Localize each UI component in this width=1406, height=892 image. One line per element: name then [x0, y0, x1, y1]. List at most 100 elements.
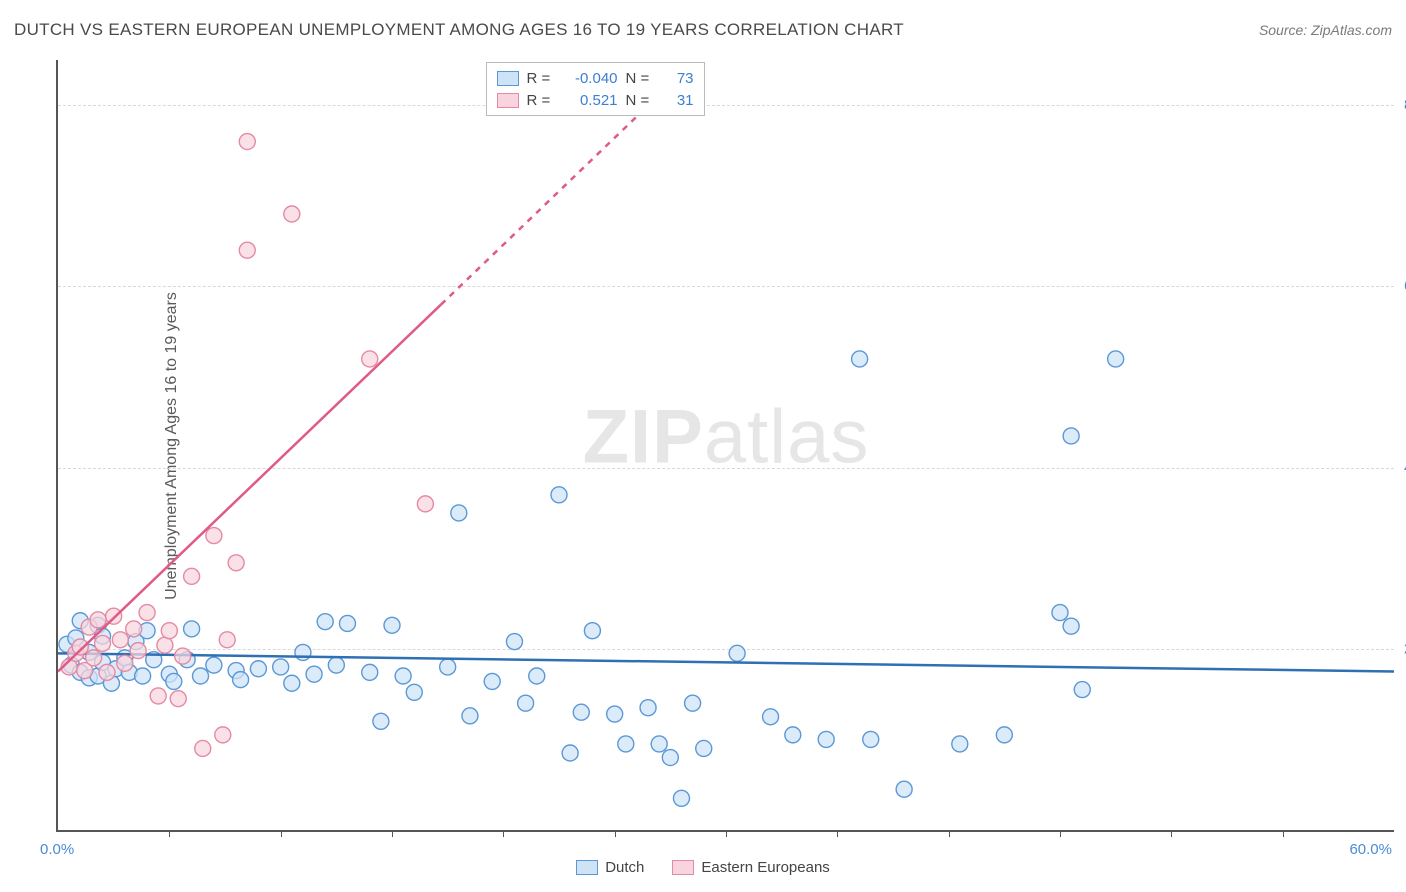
- data-point-dutch: [1108, 351, 1124, 367]
- data-point-eastern: [215, 727, 231, 743]
- data-point-dutch: [673, 790, 689, 806]
- legend-series: Dutch Eastern Europeans: [0, 859, 1406, 876]
- data-point-dutch: [618, 736, 634, 752]
- data-point-dutch: [384, 617, 400, 633]
- data-point-dutch: [395, 668, 411, 684]
- data-point-dutch: [135, 668, 151, 684]
- x-tick: [1283, 830, 1284, 837]
- legend-n-value: 73: [662, 70, 694, 87]
- data-point-dutch: [362, 664, 378, 680]
- data-point-dutch: [451, 505, 467, 521]
- data-point-dutch: [406, 684, 422, 700]
- data-point-dutch: [295, 644, 311, 660]
- data-point-dutch: [373, 713, 389, 729]
- x-tick: [615, 830, 616, 837]
- x-tick: [837, 830, 838, 837]
- x-tick: [392, 830, 393, 837]
- y-tick-label: 80.0%: [1396, 97, 1406, 114]
- x-tick: [726, 830, 727, 837]
- data-point-dutch: [640, 700, 656, 716]
- data-point-eastern: [239, 134, 255, 150]
- source-attribution: Source: ZipAtlas.com: [1259, 22, 1392, 38]
- data-point-dutch: [996, 727, 1012, 743]
- data-point-eastern: [362, 351, 378, 367]
- legend-r-value: 0.521: [563, 92, 618, 109]
- data-point-dutch: [573, 704, 589, 720]
- x-tick: [281, 830, 282, 837]
- data-point-dutch: [696, 740, 712, 756]
- data-point-dutch: [193, 668, 209, 684]
- data-point-dutch: [685, 695, 701, 711]
- plot-container: ZIPatlas R =-0.040N =73R =0.521N =31 20.…: [56, 60, 1394, 832]
- data-point-dutch: [1074, 682, 1090, 698]
- data-point-eastern: [95, 635, 111, 651]
- data-point-eastern: [219, 632, 235, 648]
- data-point-eastern: [284, 206, 300, 222]
- data-point-dutch: [518, 695, 534, 711]
- data-point-eastern: [228, 555, 244, 571]
- x-tick: [169, 830, 170, 837]
- data-point-dutch: [785, 727, 801, 743]
- data-point-dutch: [852, 351, 868, 367]
- plot-area: ZIPatlas R =-0.040N =73R =0.521N =31 20.…: [56, 60, 1394, 832]
- data-point-eastern: [170, 691, 186, 707]
- data-point-dutch: [462, 708, 478, 724]
- x-tick: [1171, 830, 1172, 837]
- data-point-eastern: [139, 605, 155, 621]
- x-axis-min-label: 0.0%: [40, 841, 74, 858]
- legend-item: Dutch: [576, 859, 644, 876]
- data-point-dutch: [896, 781, 912, 797]
- legend-n-label: N =: [626, 70, 654, 87]
- legend-correlation-box: R =-0.040N =73R =0.521N =31: [486, 62, 705, 116]
- y-tick-label: 40.0%: [1396, 459, 1406, 476]
- data-point-eastern: [161, 623, 177, 639]
- data-point-dutch: [250, 661, 266, 677]
- data-point-dutch: [863, 731, 879, 747]
- data-point-dutch: [1052, 605, 1068, 621]
- legend-n-label: N =: [626, 92, 654, 109]
- data-point-eastern: [117, 655, 133, 671]
- data-point-dutch: [952, 736, 968, 752]
- legend-swatch: [497, 71, 519, 86]
- data-point-dutch: [607, 706, 623, 722]
- data-point-dutch: [662, 750, 678, 766]
- data-point-eastern: [112, 632, 128, 648]
- legend-item: Eastern Europeans: [672, 859, 829, 876]
- data-point-dutch: [317, 614, 333, 630]
- legend-r-value: -0.040: [563, 70, 618, 87]
- legend-swatch: [672, 860, 694, 875]
- data-point-dutch: [562, 745, 578, 761]
- chart-header: DUTCH VS EASTERN EUROPEAN UNEMPLOYMENT A…: [14, 20, 1392, 40]
- data-point-dutch: [273, 659, 289, 675]
- data-point-eastern: [99, 664, 115, 680]
- data-point-eastern: [417, 496, 433, 512]
- data-point-eastern: [150, 688, 166, 704]
- data-point-dutch: [166, 673, 182, 689]
- data-point-dutch: [818, 731, 834, 747]
- data-point-dutch: [551, 487, 567, 503]
- data-point-eastern: [130, 643, 146, 659]
- data-point-dutch: [584, 623, 600, 639]
- data-point-dutch: [729, 645, 745, 661]
- data-point-eastern: [72, 639, 88, 655]
- data-point-dutch: [184, 621, 200, 637]
- data-point-eastern: [126, 621, 142, 637]
- x-tick: [1060, 830, 1061, 837]
- legend-correlation-row: R =0.521N =31: [497, 89, 694, 111]
- data-point-eastern: [157, 637, 173, 653]
- legend-r-label: R =: [527, 70, 555, 87]
- legend-swatch: [497, 93, 519, 108]
- legend-correlation-row: R = -0.040 N = 73: [497, 67, 694, 89]
- data-point-dutch: [440, 659, 456, 675]
- legend-label: Eastern Europeans: [701, 859, 829, 876]
- data-point-dutch: [484, 673, 500, 689]
- data-point-dutch: [306, 666, 322, 682]
- data-point-dutch: [206, 657, 222, 673]
- legend-r-label: R =: [527, 92, 555, 109]
- data-point-dutch: [763, 709, 779, 725]
- y-tick-label: 60.0%: [1396, 278, 1406, 295]
- legend-swatch: [576, 860, 598, 875]
- trendline-eastern: [58, 305, 441, 672]
- chart-title: DUTCH VS EASTERN EUROPEAN UNEMPLOYMENT A…: [14, 20, 904, 40]
- y-tick-label: 20.0%: [1396, 640, 1406, 657]
